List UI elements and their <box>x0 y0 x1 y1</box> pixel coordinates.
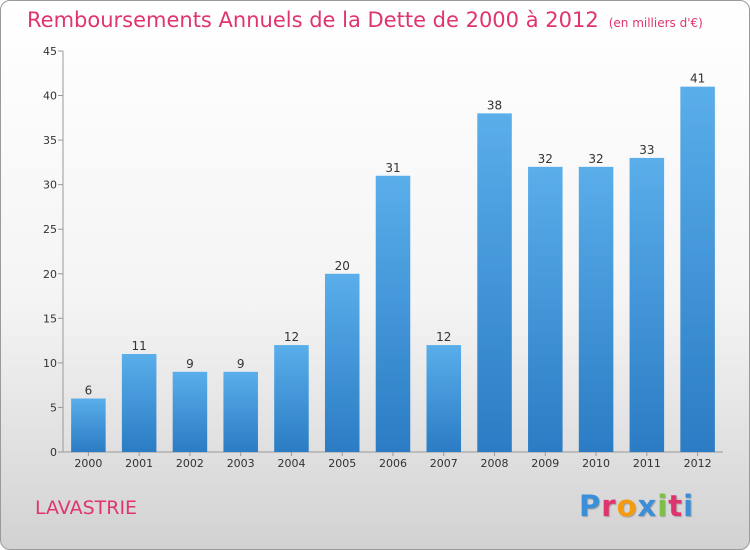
y-tick-label: 45 <box>43 45 57 58</box>
bar-value-label: 31 <box>385 161 400 175</box>
bar-2008 <box>477 113 512 452</box>
x-tick-label: 2011 <box>633 457 661 470</box>
bar-value-label: 32 <box>538 152 553 166</box>
y-tick-label: 0 <box>50 446 57 459</box>
bar-value-label: 12 <box>284 330 299 344</box>
x-tick-label: 2005 <box>328 457 356 470</box>
y-tick-label: 30 <box>43 179 57 192</box>
bar-2003 <box>223 371 258 452</box>
chart-title: Remboursements Annuels de la Dette de 20… <box>27 8 703 32</box>
x-tick-label: 2002 <box>176 457 204 470</box>
bar-value-label: 6 <box>85 384 93 398</box>
bar-value-label: 32 <box>588 152 603 166</box>
bar-2000 <box>71 398 106 452</box>
x-tick-label: 2003 <box>227 457 255 470</box>
x-tick-label: 2009 <box>531 457 559 470</box>
x-tick-label: 2000 <box>74 457 102 470</box>
bar-2001 <box>121 353 157 452</box>
x-tick-label: 2004 <box>277 457 305 470</box>
bar-value-label: 41 <box>690 72 705 86</box>
y-tick-label: 25 <box>43 223 57 236</box>
y-tick-label: 20 <box>43 268 57 281</box>
bar-2006 <box>375 175 411 452</box>
bar-2012 <box>680 86 715 453</box>
x-tick-label: 2008 <box>481 457 509 470</box>
bar-2010 <box>578 166 614 452</box>
y-tick-label: 10 <box>43 357 57 370</box>
bar-2005 <box>324 273 360 452</box>
bar-2011 <box>629 157 665 452</box>
bar-2009 <box>528 166 563 452</box>
chart-bars: 6 11 9 9 12 20 31 12 38 32 32 33 41 <box>71 72 715 453</box>
x-tick-label: 2001 <box>125 457 153 470</box>
bar-2002 <box>172 371 208 452</box>
bar-value-label: 9 <box>186 357 194 371</box>
bar-2004 <box>274 345 309 452</box>
commune-name: LAVASTRIE <box>35 497 138 519</box>
chart-subtitle: (en milliers d'€) <box>608 16 703 30</box>
bar-value-label: 9 <box>237 357 245 371</box>
x-tick-label: 2012 <box>684 457 712 470</box>
bar-value-label: 38 <box>487 98 502 112</box>
bar-value-label: 33 <box>639 143 654 157</box>
chart-axes: 0 5 10 15 20 25 30 35 40 45 2000 2001 2002 2003 2004 20… <box>43 45 723 470</box>
bar-value-label: 12 <box>436 330 451 344</box>
x-tick-label: 2006 <box>379 457 407 470</box>
proxiti-logo: Proxiti <box>579 489 695 523</box>
bar-2007 <box>426 345 462 452</box>
y-tick-label: 40 <box>43 90 57 103</box>
bar-value-label: 11 <box>132 339 147 353</box>
x-tick-label: 2010 <box>582 457 610 470</box>
y-tick-label: 15 <box>43 312 57 325</box>
y-tick-label: 35 <box>43 134 57 147</box>
y-tick-label: 5 <box>50 401 57 414</box>
x-tick-label: 2007 <box>430 457 458 470</box>
bar-value-label: 20 <box>335 259 350 273</box>
